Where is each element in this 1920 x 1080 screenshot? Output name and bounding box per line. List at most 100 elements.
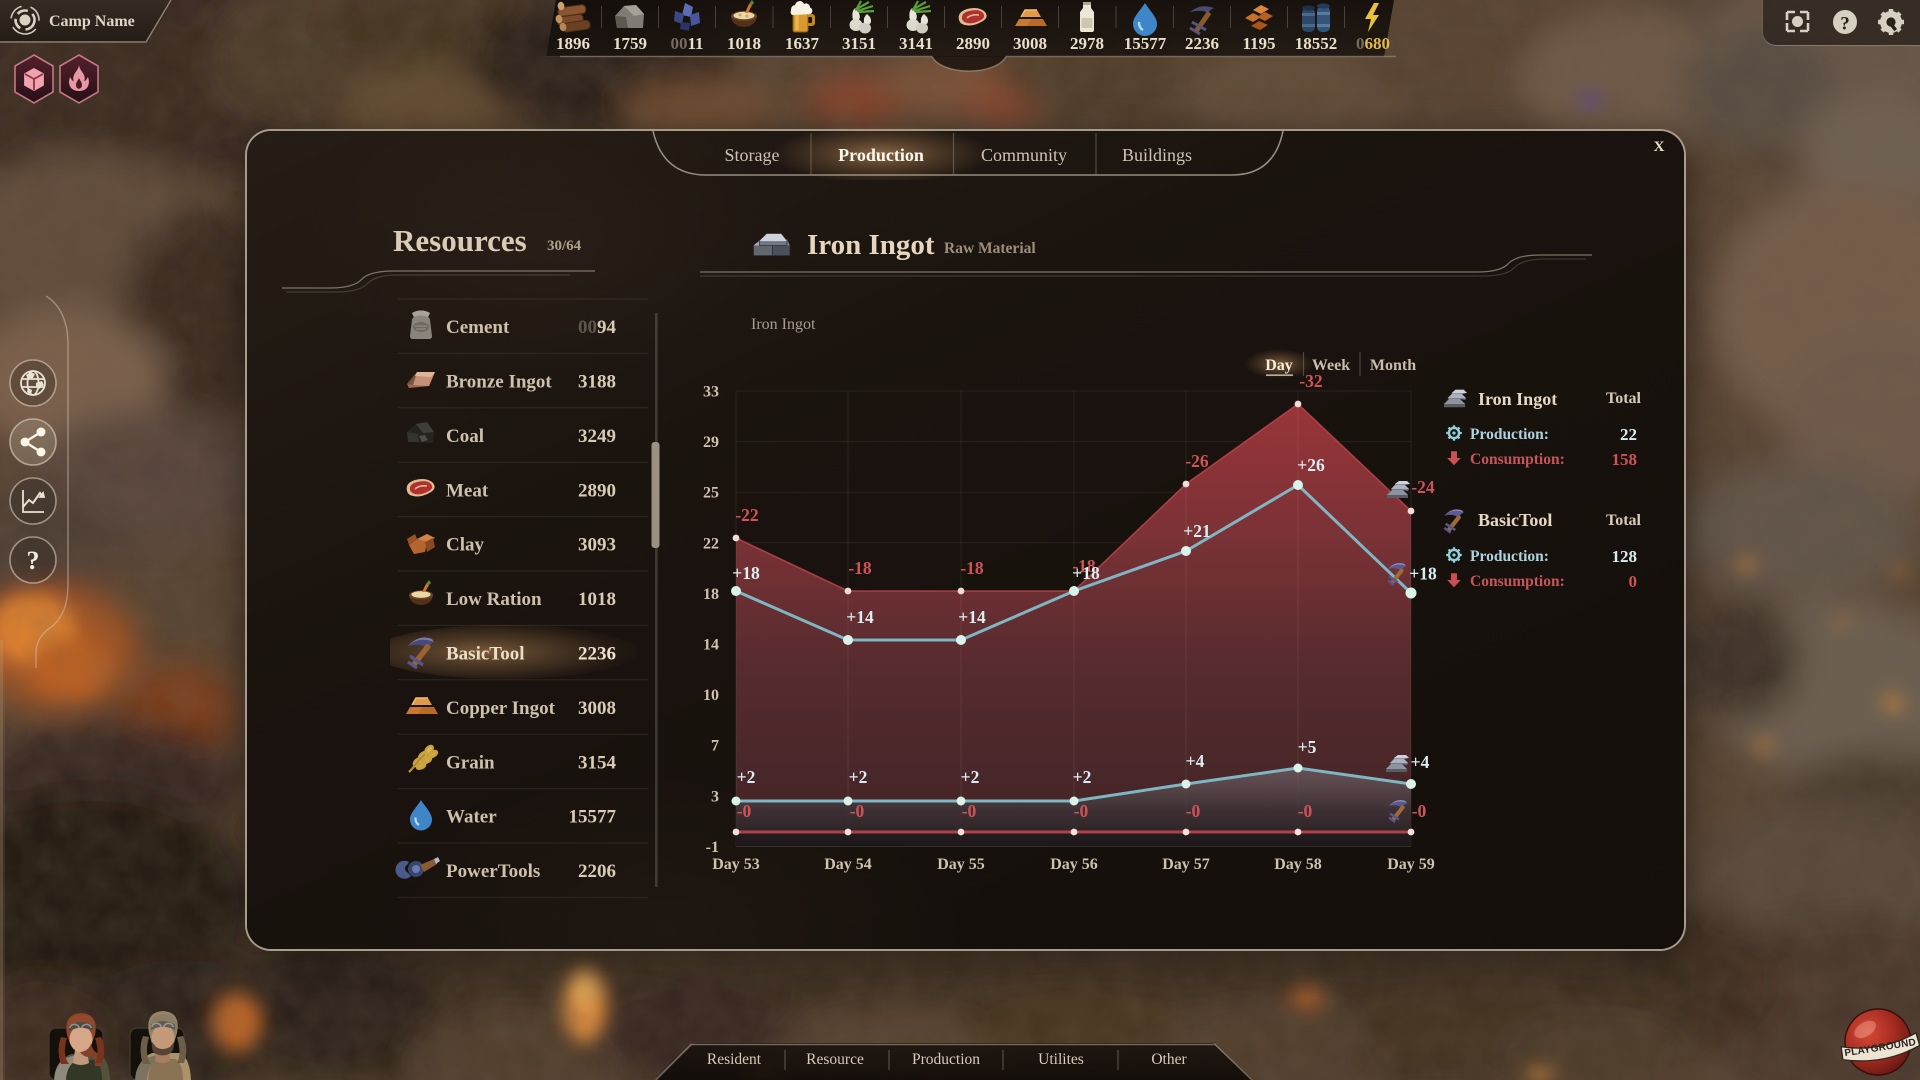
svg-text:-18: -18 <box>848 558 872 578</box>
svg-text:+18: +18 <box>732 563 760 583</box>
svg-text:Other: Other <box>1151 1051 1187 1068</box>
svg-text:3154: 3154 <box>578 752 617 773</box>
svg-text:Storage: Storage <box>725 145 780 165</box>
svg-text:Water: Water <box>446 807 497 828</box>
svg-text:22: 22 <box>1620 425 1637 444</box>
svg-text:Week: Week <box>1312 357 1350 374</box>
svg-text:3: 3 <box>711 788 719 805</box>
svg-text:Total: Total <box>1606 512 1642 529</box>
svg-text:Low Ration: Low Ration <box>446 589 542 610</box>
svg-text:Bronze Ingot: Bronze Ingot <box>446 372 552 393</box>
svg-text:Production:: Production: <box>1470 426 1549 443</box>
svg-text:2890: 2890 <box>578 480 616 501</box>
svg-text:0094: 0094 <box>578 317 617 338</box>
svg-text:Day 55: Day 55 <box>937 856 985 873</box>
svg-text:Grain: Grain <box>446 752 495 773</box>
svg-text:-0: -0 <box>962 801 977 821</box>
svg-text:-24: -24 <box>1411 477 1435 497</box>
svg-text:Day 58: Day 58 <box>1274 856 1322 873</box>
svg-text:+2: +2 <box>1073 767 1092 787</box>
svg-text:Meat: Meat <box>446 480 489 501</box>
svg-text:3141: 3141 <box>899 34 933 53</box>
svg-text:Utilites: Utilites <box>1038 1051 1084 1068</box>
svg-text:Iron Ingot: Iron Ingot <box>807 229 935 261</box>
svg-text:3249: 3249 <box>578 426 616 447</box>
svg-text:BasicTool: BasicTool <box>446 644 525 665</box>
svg-text:1018: 1018 <box>727 34 761 53</box>
svg-text:-18: -18 <box>1072 556 1096 576</box>
svg-text:+18: +18 <box>1409 564 1437 584</box>
svg-text:-0: -0 <box>1298 801 1313 821</box>
svg-text:18552: 18552 <box>1295 34 1338 53</box>
svg-text:Cement: Cement <box>446 317 510 338</box>
svg-text:1759: 1759 <box>613 34 647 53</box>
svg-text:+4: +4 <box>1411 752 1430 772</box>
svg-text:25: 25 <box>703 485 719 502</box>
svg-text:0011: 0011 <box>670 34 703 53</box>
svg-text:1896: 1896 <box>556 34 590 53</box>
svg-text:10: 10 <box>703 687 719 704</box>
svg-text:1637: 1637 <box>785 34 820 53</box>
svg-text:?: ? <box>27 546 40 575</box>
svg-text:Consumption:: Consumption: <box>1470 451 1565 468</box>
svg-text:Buildings: Buildings <box>1122 145 1192 165</box>
svg-text:3008: 3008 <box>578 698 616 719</box>
svg-text:Day 54: Day 54 <box>824 856 872 873</box>
svg-text:Resources: Resources <box>393 223 527 258</box>
svg-text:Total: Total <box>1606 390 1642 407</box>
svg-text:Raw Material: Raw Material <box>944 240 1036 257</box>
svg-text:+26: +26 <box>1297 455 1325 475</box>
svg-text:Month: Month <box>1370 357 1416 374</box>
svg-text:Day 53: Day 53 <box>712 856 760 873</box>
svg-text:-0: -0 <box>850 801 865 821</box>
svg-text:3093: 3093 <box>578 535 616 556</box>
svg-text:14: 14 <box>703 637 719 654</box>
svg-text:7: 7 <box>711 738 719 755</box>
svg-text:+18: +18 <box>1072 563 1100 583</box>
svg-text:0: 0 <box>1629 572 1638 591</box>
svg-text:1195: 1195 <box>1242 34 1275 53</box>
svg-text:Production:: Production: <box>1470 548 1549 565</box>
svg-text:15577: 15577 <box>569 807 617 828</box>
svg-text:+14: +14 <box>846 607 874 627</box>
svg-text:+2: +2 <box>849 767 868 787</box>
svg-text:22: 22 <box>703 535 719 552</box>
svg-text:18: 18 <box>703 586 719 603</box>
svg-text:Community: Community <box>981 145 1067 165</box>
svg-text:-0: -0 <box>1412 801 1427 821</box>
svg-text:2236: 2236 <box>1185 34 1219 53</box>
svg-text:2890: 2890 <box>956 34 990 53</box>
svg-text:-26: -26 <box>1185 451 1209 471</box>
svg-text:+5: +5 <box>1298 737 1317 757</box>
svg-text:+21: +21 <box>1183 521 1210 541</box>
svg-text:Day 57: Day 57 <box>1162 856 1210 873</box>
svg-text:128: 128 <box>1612 547 1638 566</box>
svg-text:30/64: 30/64 <box>547 238 582 254</box>
svg-text:Resident: Resident <box>707 1051 762 1068</box>
svg-text:Consumption:: Consumption: <box>1470 573 1565 590</box>
svg-text:-32: -32 <box>1299 371 1322 391</box>
svg-text:+2: +2 <box>961 767 980 787</box>
svg-text:3008: 3008 <box>1013 34 1047 53</box>
svg-text:Day: Day <box>1265 357 1293 374</box>
svg-text:-18: -18 <box>960 558 984 578</box>
svg-text:PowerTools: PowerTools <box>446 861 540 882</box>
svg-text:3188: 3188 <box>578 372 616 393</box>
svg-text:-22: -22 <box>735 505 758 525</box>
svg-text:158: 158 <box>1612 450 1638 469</box>
svg-text:BasicTool: BasicTool <box>1478 510 1552 530</box>
svg-text:2206: 2206 <box>578 861 616 882</box>
svg-text:33: 33 <box>703 384 719 401</box>
svg-text:Camp Name: Camp Name <box>49 13 135 30</box>
svg-text:Clay: Clay <box>446 535 485 556</box>
svg-text:Resource: Resource <box>806 1051 864 1068</box>
svg-text:Production: Production <box>838 145 924 165</box>
svg-text:-0: -0 <box>737 801 752 821</box>
svg-text:-0: -0 <box>1186 801 1201 821</box>
svg-text:0680: 0680 <box>1356 34 1390 53</box>
svg-text:+2: +2 <box>737 767 756 787</box>
svg-text:?: ? <box>1840 14 1850 35</box>
svg-text:1018: 1018 <box>578 589 616 610</box>
svg-text:-1: -1 <box>706 839 719 856</box>
svg-text:2978: 2978 <box>1070 34 1104 53</box>
